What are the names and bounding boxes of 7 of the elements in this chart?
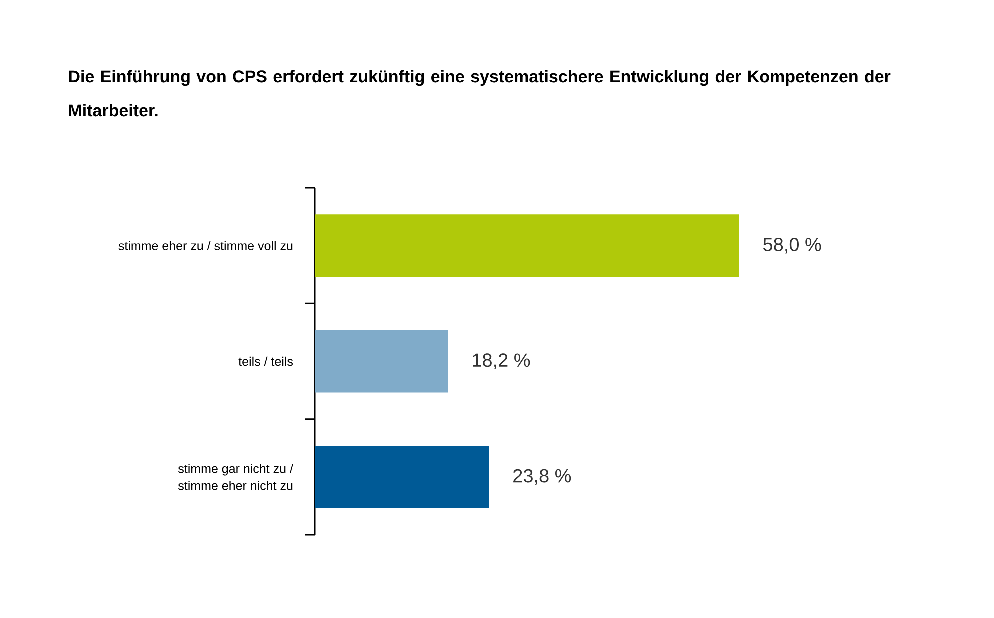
data-label: 18,2 % bbox=[473, 354, 530, 370]
data-label: 58,0 % bbox=[764, 238, 822, 254]
data-label: 23,8 % bbox=[514, 469, 572, 486]
y-tick-label: teils / teils bbox=[238, 356, 294, 366]
y-tick-label: stimme eher zu / stimme voll zu bbox=[118, 241, 293, 250]
y-tick-label: stimme gar nicht zu / stimme eher nicht zu bbox=[178, 464, 294, 490]
chart-title: Die Einführung von CPS erfordert zukünftig eine systematischere Entwicklung der Kompetenzen der Mitarbeiter. bbox=[69, 70, 891, 117]
